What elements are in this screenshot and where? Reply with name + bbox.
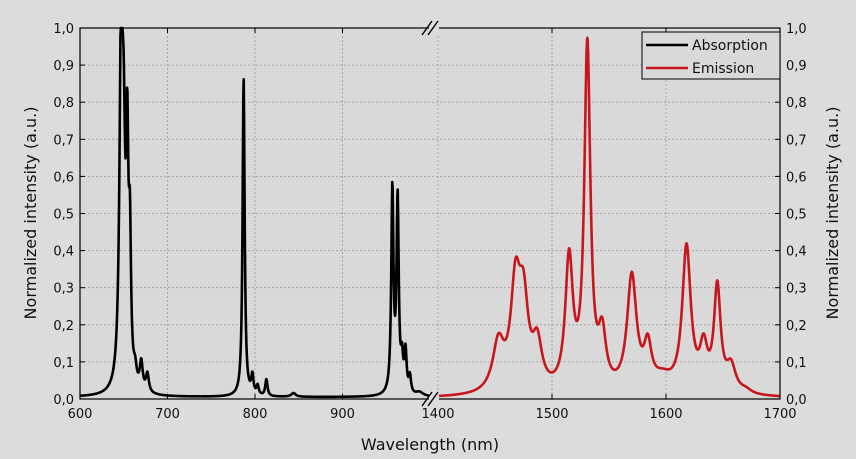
legend: Absorption Emission bbox=[641, 31, 781, 80]
x-tick-label: 800 bbox=[243, 407, 268, 422]
y-tick-label-right: 1,0 bbox=[786, 22, 807, 37]
x-tick-label: 700 bbox=[155, 407, 180, 422]
y-tick-label-left: 0,4 bbox=[53, 245, 74, 260]
y-tick-label-left: 0,1 bbox=[53, 356, 74, 371]
grid bbox=[80, 28, 780, 399]
y-axis-title-right: Normalized intensity (a.u.) bbox=[823, 107, 842, 320]
x-tick-label: 600 bbox=[68, 407, 93, 422]
x-axis-title: Wavelength (nm) bbox=[361, 435, 499, 454]
y-tick-label-left: 0,2 bbox=[53, 319, 74, 334]
axis-break-mark bbox=[427, 391, 439, 407]
series-line-emission bbox=[437, 36, 781, 398]
y-tick-label-left: 0,3 bbox=[53, 282, 74, 297]
x-tick-label: 1400 bbox=[421, 407, 454, 422]
y-tick-label-right: 0,6 bbox=[786, 170, 807, 185]
y-tick-label-left: 0,0 bbox=[53, 393, 74, 408]
series-line-absorption bbox=[79, 26, 431, 399]
axis-break-mark bbox=[421, 391, 433, 407]
y-tick-label-left: 0,9 bbox=[53, 59, 74, 74]
legend-label-emission: Emission bbox=[692, 61, 754, 77]
y-tick-label-right: 0,4 bbox=[786, 245, 807, 260]
x-tick-label: 900 bbox=[330, 407, 355, 422]
y-tick-label-right: 0,2 bbox=[786, 319, 807, 334]
x-tick-label: 1500 bbox=[535, 407, 568, 422]
y-tick-label-right: 0,1 bbox=[786, 356, 807, 371]
y-tick-label-left: 1,0 bbox=[53, 22, 74, 37]
y-tick-label-left: 0,8 bbox=[53, 96, 74, 111]
x-tick-label: 1700 bbox=[763, 407, 796, 422]
series-layer bbox=[79, 26, 781, 399]
y-tick-label-left: 0,6 bbox=[53, 170, 74, 185]
y-tick-label-right: 0,0 bbox=[786, 393, 807, 408]
axis-break-mark bbox=[427, 20, 439, 36]
axis-break-mark bbox=[421, 20, 433, 36]
y-tick-label-right: 0,9 bbox=[786, 59, 807, 74]
y-tick-label-right: 0,3 bbox=[786, 282, 807, 297]
y-tick-label-left: 0,7 bbox=[53, 133, 74, 148]
legend-label-absorption: Absorption bbox=[692, 38, 768, 54]
legend-box bbox=[641, 31, 781, 80]
y-tick-label-left: 0,5 bbox=[53, 208, 74, 223]
axes-layer: 0,0 0,0 0,1 0,1 0,2 0,2 0,3 0,3 0,4 0,4 0,5 0,5 0,6 0… bbox=[53, 20, 807, 422]
x-tick-label: 1600 bbox=[649, 407, 682, 422]
y-tick-label-right: 0,5 bbox=[786, 208, 807, 223]
axis-break-gap bbox=[429, 20, 439, 36]
y-tick-label-right: 0,8 bbox=[786, 96, 807, 111]
y-tick-label-right: 0,7 bbox=[786, 133, 807, 148]
y-axis-title-left: Normalized intensity (a.u.) bbox=[21, 107, 40, 320]
axis-break-gap bbox=[429, 391, 439, 407]
